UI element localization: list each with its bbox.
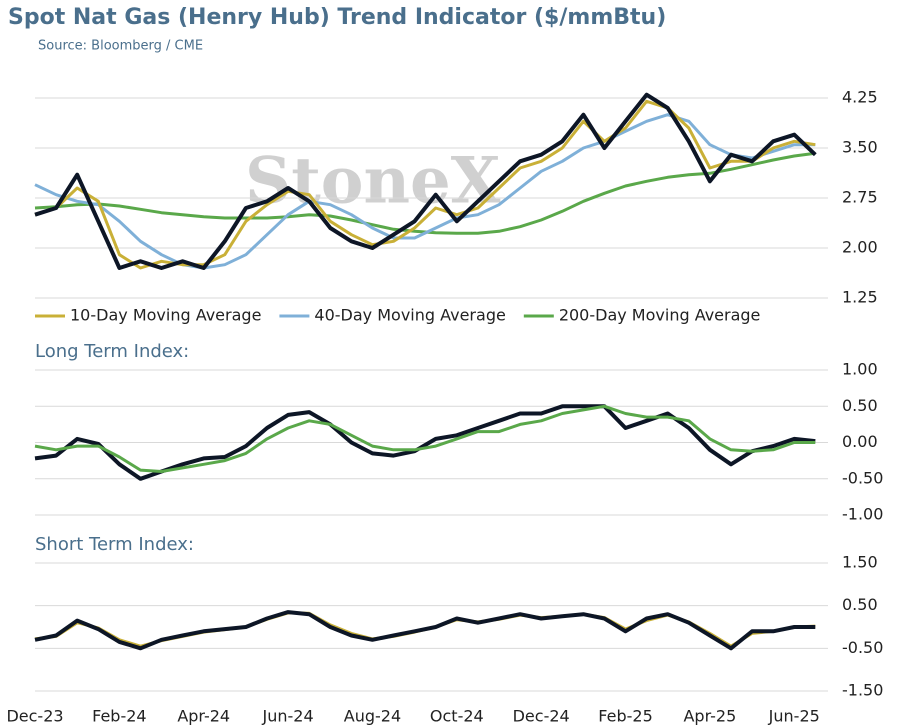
y-tick-label: 1.50 (842, 553, 878, 572)
watermark: StoneX (245, 144, 501, 219)
y-tick-label: -1.50 (842, 681, 883, 700)
x-tick-label: Dec-24 (513, 707, 570, 726)
x-tick-label: Aug-24 (344, 707, 401, 726)
x-tick-label: Feb-25 (598, 707, 652, 726)
y-tick-label: 0.00 (842, 432, 878, 451)
y-tick-label: 0.50 (842, 595, 878, 614)
series-line (34, 92, 817, 270)
y-tick-label: 3.50 (842, 138, 878, 157)
series-line (34, 99, 816, 270)
x-tick-label: Oct-24 (430, 707, 484, 726)
x-tick-label: Jun-24 (262, 707, 314, 726)
y-tick-label: 1.00 (842, 360, 878, 379)
legend-label: 40-Day Moving Average (314, 306, 505, 325)
title: Spot Nat Gas (Henry Hub) Trend Indicator… (8, 5, 666, 30)
x-tick-label: Jun-25 (768, 707, 820, 726)
legend-label: 200-Day Moving Average (559, 306, 761, 325)
y-tick-label: 2.00 (842, 238, 878, 257)
source: Source: Bloomberg / CME (38, 39, 203, 54)
series-line (34, 113, 816, 270)
x-tick-label: Apr-25 (683, 707, 736, 726)
panel-label: Short Term Index: (35, 534, 194, 555)
y-tick-label: 2.75 (842, 188, 878, 207)
y-tick-label: -1.00 (842, 505, 883, 524)
x-tick-label: Feb-24 (92, 707, 146, 726)
x-tick-label: Dec-23 (6, 707, 63, 726)
y-tick-label: 0.50 (842, 396, 878, 415)
y-tick-label: 4.25 (842, 88, 878, 107)
y-tick-label: -0.50 (842, 638, 883, 657)
y-tick-label: -0.50 (842, 468, 883, 487)
panel-label: Long Term Index: (35, 341, 189, 362)
legend-label: 10-Day Moving Average (70, 306, 261, 325)
y-tick-label: 1.25 (842, 288, 878, 307)
series-line (34, 404, 816, 473)
series-line (34, 610, 816, 651)
x-tick-label: Apr-24 (177, 707, 230, 726)
